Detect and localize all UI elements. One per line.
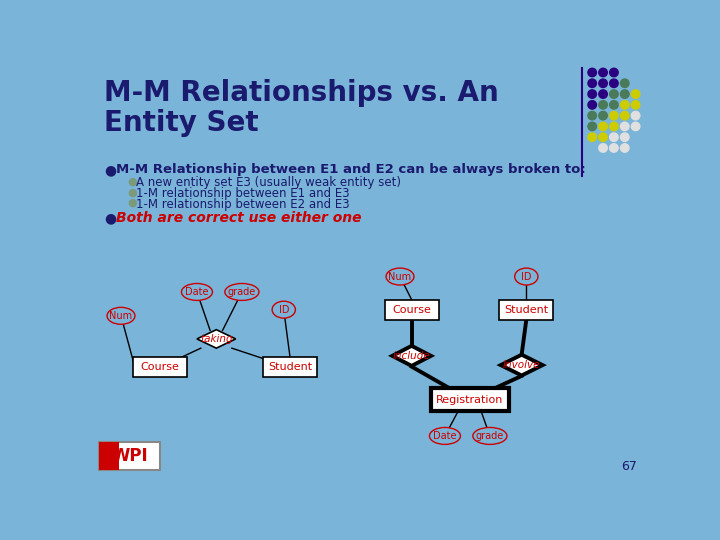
Ellipse shape (107, 307, 135, 325)
Circle shape (599, 79, 607, 87)
Text: ●: ● (127, 198, 137, 208)
Text: Course: Course (140, 362, 179, 373)
Circle shape (631, 100, 640, 109)
Text: Student: Student (504, 305, 549, 315)
Circle shape (631, 111, 640, 120)
Circle shape (610, 133, 618, 141)
Ellipse shape (473, 428, 507, 444)
Ellipse shape (515, 268, 538, 285)
Circle shape (588, 122, 596, 131)
Text: grade: grade (228, 287, 256, 297)
Circle shape (621, 122, 629, 131)
Text: Involve: Involve (503, 360, 541, 370)
Circle shape (588, 111, 596, 120)
Circle shape (599, 68, 607, 77)
Text: include: include (392, 351, 431, 361)
FancyBboxPatch shape (99, 442, 160, 470)
Text: Student: Student (268, 362, 312, 373)
Text: grade: grade (476, 431, 504, 441)
Text: ID: ID (521, 272, 531, 281)
Text: Both are correct use either one: Both are correct use either one (116, 211, 361, 225)
Circle shape (610, 100, 618, 109)
Circle shape (599, 133, 607, 141)
Text: Entity Set: Entity Set (104, 110, 258, 138)
Circle shape (631, 90, 640, 98)
Ellipse shape (181, 284, 212, 300)
Text: WPI: WPI (111, 447, 148, 465)
FancyBboxPatch shape (132, 357, 187, 377)
Circle shape (610, 111, 618, 120)
Circle shape (588, 68, 596, 77)
Text: Date: Date (433, 431, 456, 441)
FancyBboxPatch shape (263, 357, 317, 377)
Text: 1-M relationship between E2 and E3: 1-M relationship between E2 and E3 (137, 198, 350, 211)
Text: M-M Relationships vs. An: M-M Relationships vs. An (104, 79, 499, 107)
Circle shape (610, 144, 618, 152)
Circle shape (621, 111, 629, 120)
Text: ●: ● (127, 187, 137, 197)
Circle shape (588, 100, 596, 109)
Circle shape (599, 122, 607, 131)
Text: ●: ● (104, 211, 116, 225)
Polygon shape (392, 346, 431, 366)
Circle shape (610, 79, 618, 87)
Circle shape (599, 90, 607, 98)
Text: Date: Date (185, 287, 209, 297)
Ellipse shape (225, 284, 259, 300)
Text: ID: ID (279, 305, 289, 315)
FancyBboxPatch shape (431, 388, 508, 411)
Circle shape (599, 111, 607, 120)
Text: 67: 67 (621, 460, 637, 473)
Text: M-M Relationship between E1 and E2 can be always broken to:: M-M Relationship between E1 and E2 can b… (116, 164, 585, 177)
Text: Registration: Registration (436, 395, 503, 405)
Text: 1-M relationship between E1 and E3: 1-M relationship between E1 and E3 (137, 187, 350, 200)
Circle shape (599, 100, 607, 109)
FancyBboxPatch shape (384, 300, 438, 320)
Circle shape (610, 90, 618, 98)
Ellipse shape (272, 301, 295, 318)
Text: ●: ● (104, 164, 116, 177)
Polygon shape (197, 330, 235, 348)
Circle shape (621, 100, 629, 109)
FancyBboxPatch shape (499, 300, 554, 320)
Circle shape (599, 144, 607, 152)
Ellipse shape (429, 428, 461, 444)
Text: ●: ● (127, 177, 137, 186)
Text: A new entity set E3 (usually weak entity set): A new entity set E3 (usually weak entity… (137, 177, 402, 190)
Polygon shape (500, 355, 543, 375)
Circle shape (588, 133, 596, 141)
Circle shape (610, 122, 618, 131)
Circle shape (631, 122, 640, 131)
Text: taking: taking (200, 334, 233, 344)
Circle shape (621, 144, 629, 152)
Circle shape (610, 68, 618, 77)
Circle shape (621, 133, 629, 141)
Circle shape (588, 79, 596, 87)
FancyBboxPatch shape (99, 442, 120, 470)
Text: Course: Course (392, 305, 431, 315)
Circle shape (588, 90, 596, 98)
Text: Num: Num (109, 311, 132, 321)
Ellipse shape (386, 268, 414, 285)
Circle shape (621, 90, 629, 98)
Circle shape (621, 79, 629, 87)
Text: Num: Num (388, 272, 412, 281)
